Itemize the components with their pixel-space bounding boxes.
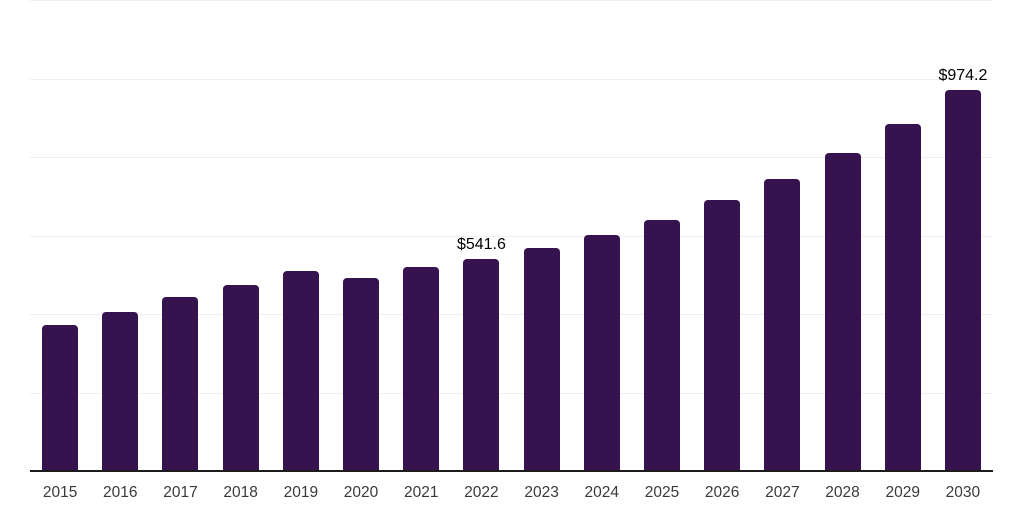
x-tick-2016: 2016 — [103, 484, 138, 501]
bar-2025 — [643, 220, 680, 472]
x-tick-2021: 2021 — [403, 484, 439, 501]
value-label-2022: $541.6 — [456, 236, 506, 254]
x-tick-2020: 2020 — [343, 484, 379, 501]
bar-slot-2021 — [391, 1, 451, 472]
bar-slot-2018 — [211, 1, 271, 472]
bars: $541.6 $974.2 — [30, 1, 993, 472]
bar-slot-2015 — [30, 1, 90, 472]
x-tick-2025: 2025 — [644, 484, 680, 501]
bar-slot-2029 — [873, 1, 933, 472]
bar-2022 — [463, 259, 500, 472]
bar-2024 — [583, 235, 620, 472]
gridline-1200 — [30, 0, 993, 1]
x-axis-ticks: 2015 2016 2017 2018 2019 2020 2021 2022 2023 2024… — [30, 474, 993, 512]
bar-2027 — [764, 179, 801, 472]
x-tick-2023: 2023 — [524, 484, 559, 501]
bar-2023 — [523, 248, 560, 472]
x-tick-2015: 2015 — [42, 484, 78, 501]
bar-slot-2016 — [90, 1, 150, 472]
bar-slot-2027 — [752, 1, 812, 472]
bar-slot-2023 — [512, 1, 572, 472]
x-tick-2018: 2018 — [223, 484, 258, 501]
bar-slot-2025 — [632, 1, 692, 472]
bar-2026 — [704, 200, 741, 472]
bar-slot-2017 — [150, 1, 210, 472]
x-tick-2028: 2028 — [825, 484, 860, 501]
bar-2028 — [824, 152, 861, 472]
bar-2015 — [42, 324, 79, 472]
gridline-400 — [30, 314, 993, 315]
x-tick-2030: 2030 — [945, 484, 981, 501]
bar-2016 — [102, 311, 139, 472]
gridlines — [30, 0, 993, 472]
bar-slot-2026 — [692, 1, 752, 472]
x-tick-2027: 2027 — [765, 484, 800, 501]
x-tick-2022: 2022 — [464, 484, 499, 501]
x-tick-2019: 2019 — [283, 484, 319, 501]
x-tick-2029: 2029 — [885, 484, 920, 501]
x-tick-2024: 2024 — [584, 484, 620, 501]
bar-slot-2030: $974.2 — [933, 1, 993, 472]
gridline-1000 — [30, 78, 993, 80]
bar-slot-2024 — [572, 1, 632, 472]
x-axis-line — [30, 470, 993, 472]
bar-slot-2020 — [331, 1, 391, 472]
bar-2018 — [222, 284, 259, 472]
gridline-600 — [30, 235, 993, 237]
bar-slot-2028 — [812, 1, 872, 472]
bar-2030 — [944, 89, 981, 472]
bar-2021 — [403, 267, 440, 472]
bar-slot-2019 — [271, 1, 331, 472]
gridline-800 — [30, 157, 993, 158]
gridline-200 — [30, 392, 993, 394]
bar-2029 — [884, 123, 921, 472]
bar-2017 — [162, 296, 199, 472]
x-tick-2017: 2017 — [163, 484, 198, 501]
value-label-2030: $974.2 — [938, 66, 988, 84]
plot-area: $541.6 $974.2 — [30, 0, 993, 472]
bar-slot-2022: $541.6 — [451, 1, 511, 472]
bar-2019 — [282, 271, 319, 472]
x-tick-2026: 2026 — [704, 484, 740, 501]
bar-2020 — [343, 277, 380, 472]
